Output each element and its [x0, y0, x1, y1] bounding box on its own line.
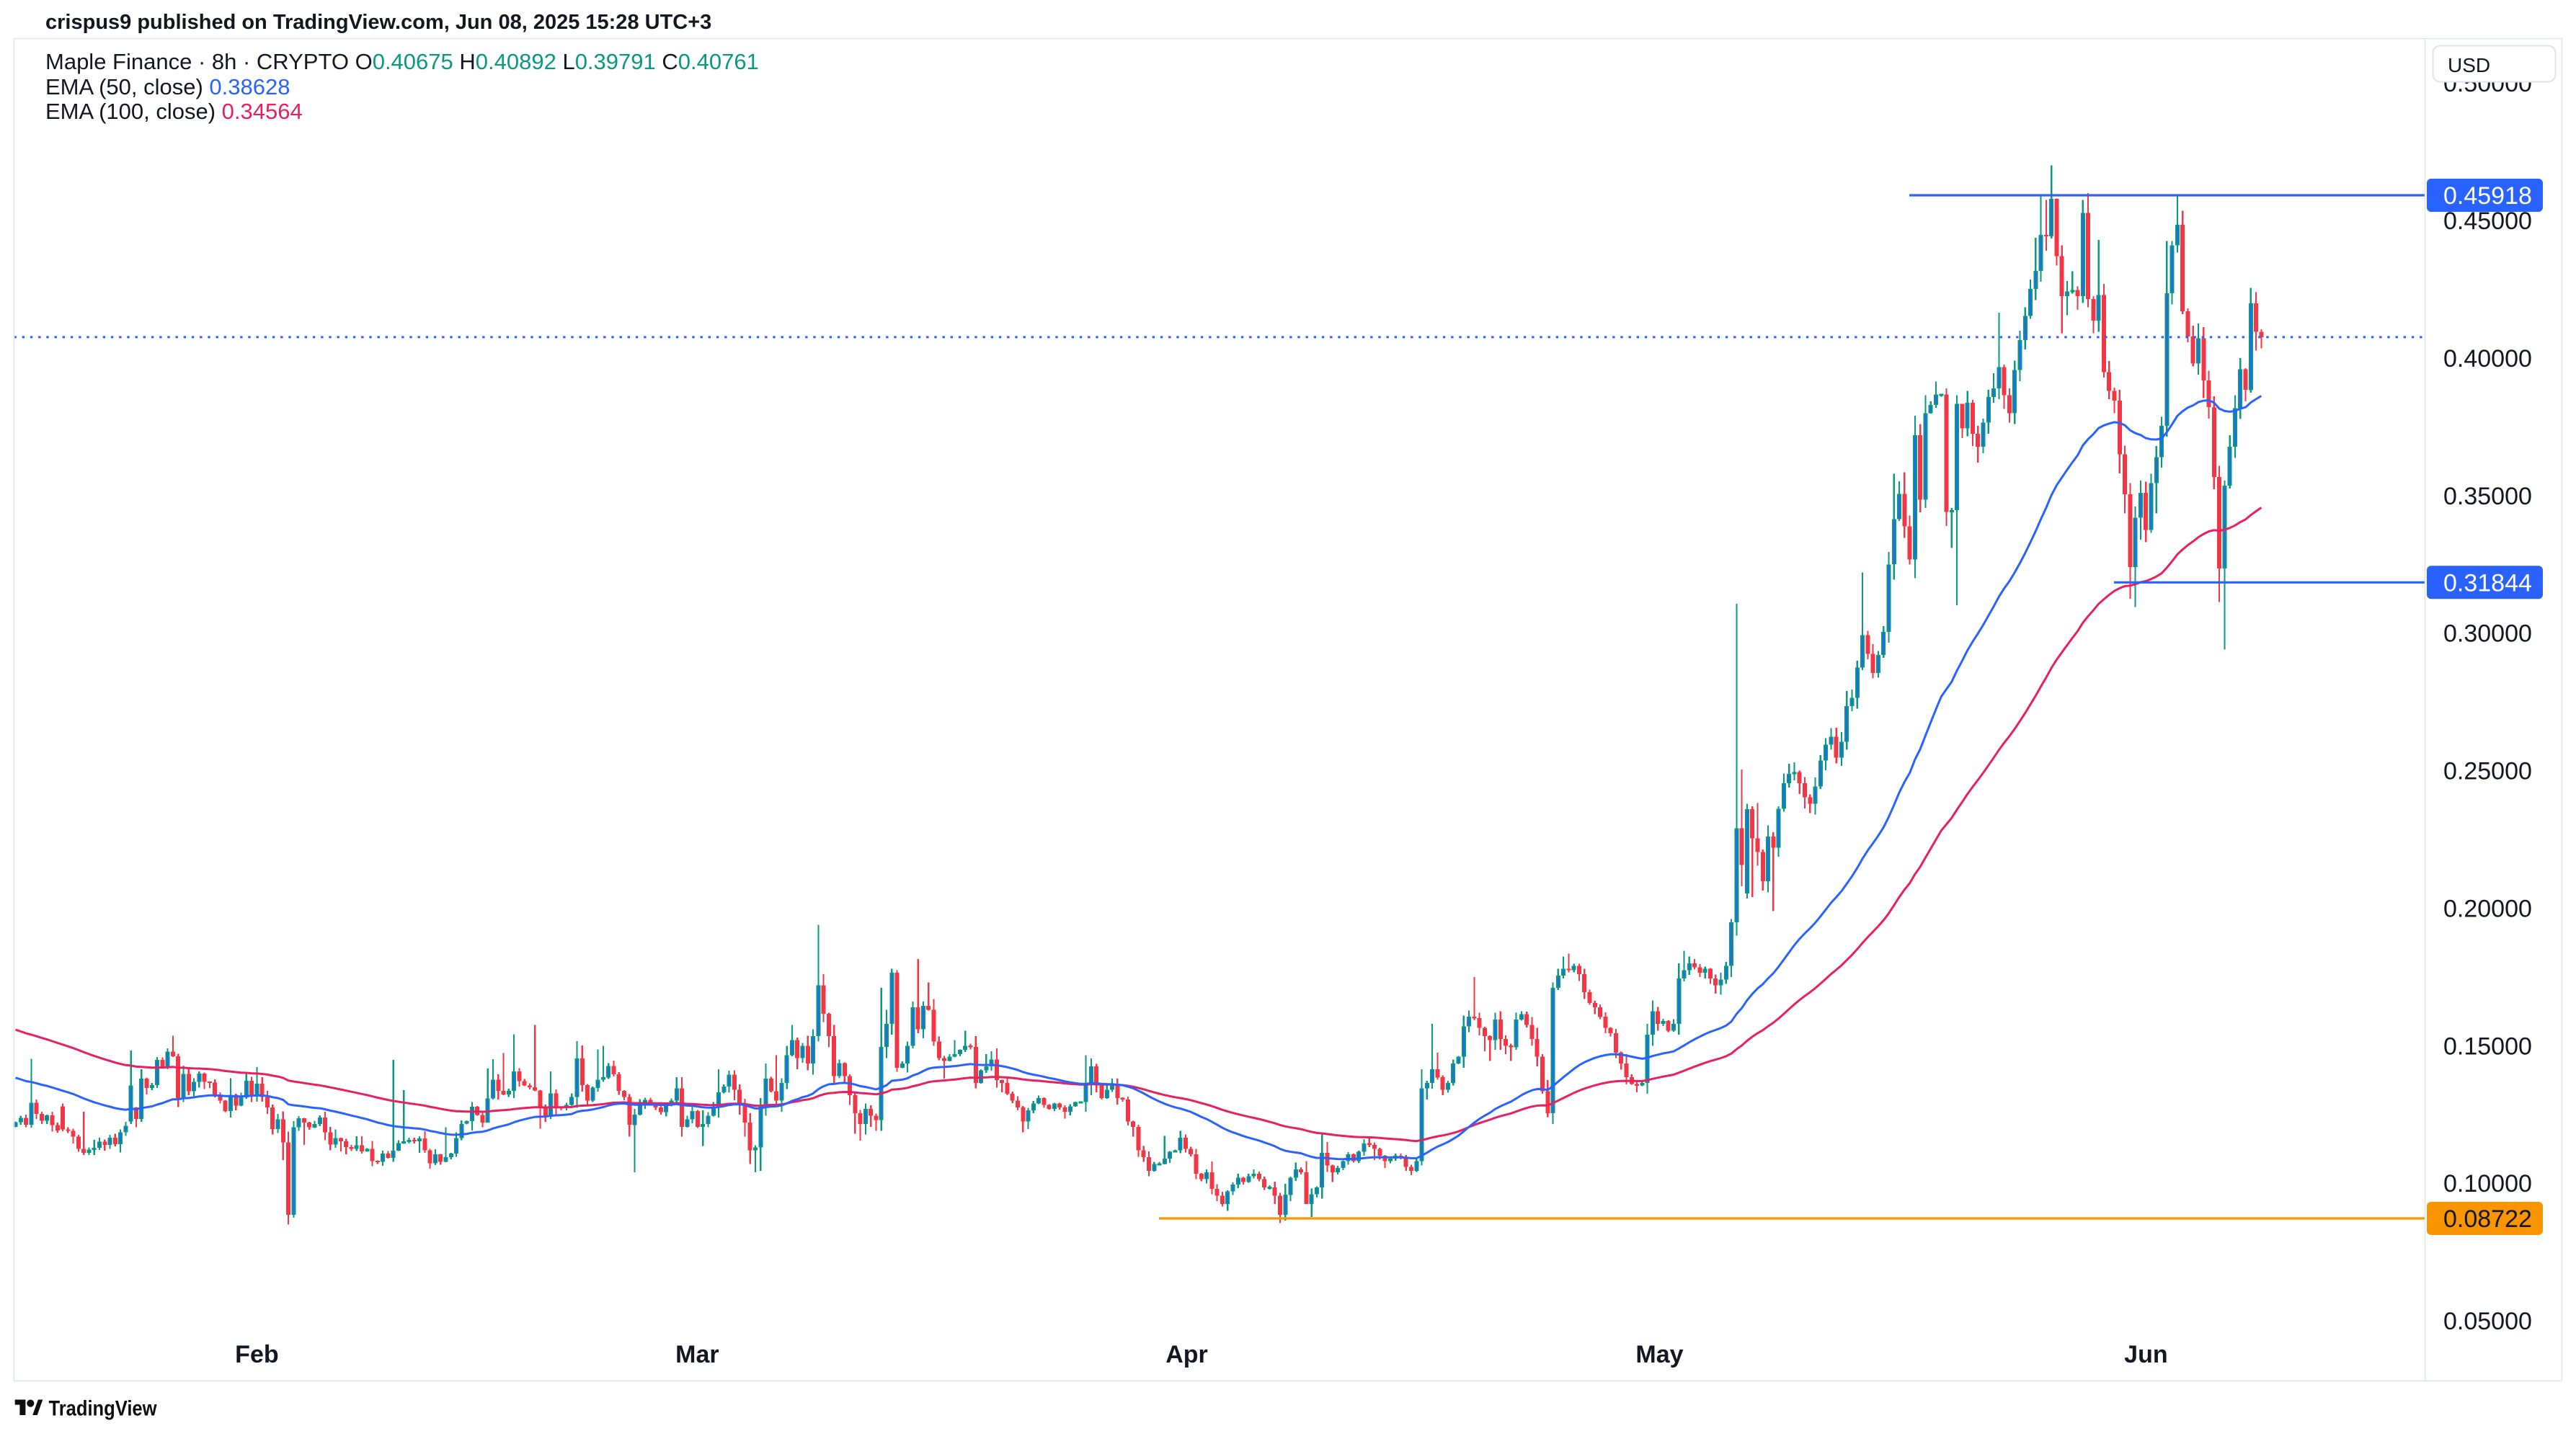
svg-text:Apr: Apr: [1165, 1341, 1208, 1368]
svg-text:0.20000: 0.20000: [2443, 896, 2532, 923]
svg-text:0.45918: 0.45918: [2443, 182, 2532, 210]
svg-text:0.45000: 0.45000: [2443, 208, 2532, 235]
svg-text:Feb: Feb: [235, 1341, 278, 1368]
svg-text:EMA (100, close) 0.34564: EMA (100, close) 0.34564: [45, 99, 303, 124]
svg-text:Mar: Mar: [675, 1341, 719, 1368]
svg-text:0.05000: 0.05000: [2443, 1308, 2532, 1335]
svg-text:0.15000: 0.15000: [2443, 1033, 2532, 1060]
svg-text:EMA (50, close) 0.38628: EMA (50, close) 0.38628: [45, 74, 290, 99]
svg-text:0.08722: 0.08722: [2443, 1205, 2532, 1233]
svg-text:crispus9 published on TradingV: crispus9 published on TradingView.com, J…: [45, 11, 711, 34]
svg-text:0.40000: 0.40000: [2443, 345, 2532, 373]
svg-text:Jun: Jun: [2124, 1341, 2167, 1368]
svg-text:0.25000: 0.25000: [2443, 758, 2532, 785]
svg-text:0.31844: 0.31844: [2443, 569, 2532, 597]
svg-text:0.10000: 0.10000: [2443, 1170, 2532, 1198]
svg-text:Maple Finance · 8h · CRYPTO O: Maple Finance · 8h · CRYPTO O0.40675 H0.…: [45, 49, 759, 74]
svg-text:TradingView: TradingView: [49, 1397, 158, 1421]
svg-text:0.30000: 0.30000: [2443, 620, 2532, 648]
svg-text:USD: USD: [2448, 54, 2490, 76]
svg-text:0.35000: 0.35000: [2443, 483, 2532, 510]
svg-text:May: May: [1635, 1341, 1683, 1368]
